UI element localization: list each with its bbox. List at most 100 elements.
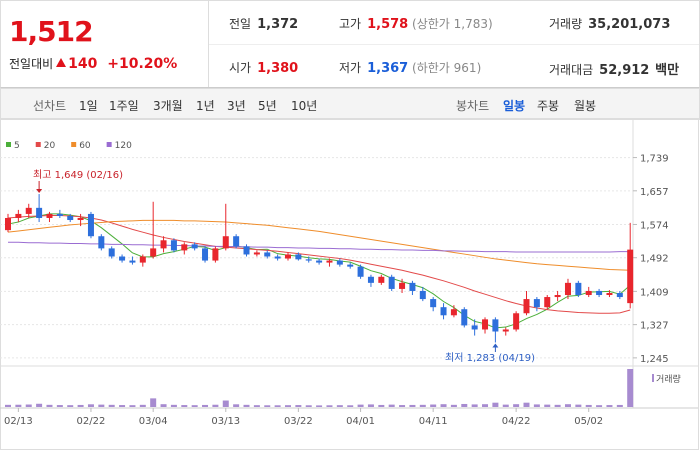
candle-body — [430, 299, 437, 308]
volume-bar — [119, 405, 126, 407]
summary-panel: 1,512 전일대비 140 +10.20% 전일 1,372 고가 1,578 (상… — [0, 0, 700, 88]
volume-bar — [336, 405, 343, 407]
candle-body — [108, 248, 115, 257]
volume-bar — [274, 405, 281, 407]
candle-body — [575, 282, 582, 296]
y-tick-label: 1,245 — [640, 354, 669, 365]
label: 고가 — [339, 17, 362, 31]
candle-body — [544, 297, 551, 308]
legend-swatch — [106, 142, 112, 147]
change-pct: +10.20% — [107, 56, 178, 72]
candle-body — [502, 329, 509, 332]
volume-bar — [108, 404, 115, 407]
tab[interactable]: 월봉 — [574, 99, 597, 113]
y-tick-label: 1,327 — [640, 321, 669, 332]
tab[interactable]: 3개월 — [153, 99, 183, 113]
y-tick-label: 1,574 — [640, 220, 669, 231]
volume-bar — [378, 404, 385, 407]
tab[interactable]: 10년 — [291, 99, 318, 113]
volume-label: 거래량 — [656, 373, 681, 385]
volume-bar — [409, 404, 416, 407]
tab[interactable]: 3년 — [227, 99, 246, 113]
volume-bar — [160, 404, 167, 407]
volume-bar — [222, 400, 229, 407]
candle-body — [461, 309, 468, 326]
candle-body — [67, 215, 74, 221]
volume-bar — [46, 404, 53, 407]
candle-body — [409, 282, 416, 291]
tab[interactable]: 5년 — [258, 99, 277, 113]
value: 1,372 — [257, 17, 299, 32]
volume-bar — [523, 402, 530, 407]
volume-bar — [471, 404, 478, 407]
volume-bar — [482, 404, 489, 407]
candle-body — [191, 244, 198, 249]
annotation: 최고 1,649 (02/16) — [33, 169, 123, 181]
arrow-head — [36, 189, 43, 194]
volume-bar — [554, 404, 561, 407]
limit: (상한가 1,783) — [412, 17, 493, 31]
chart: 1,245 1,327 1,409 1,492 1,574 1,657 1,739 5 20 60… — [0, 118, 699, 450]
y-tick-label: 1,739 — [640, 154, 669, 165]
volume-bar — [502, 404, 509, 407]
volume-bar — [575, 404, 582, 407]
current-price: 1,512 — [9, 15, 94, 48]
candle-body — [202, 248, 209, 261]
tab[interactable]: 1일 — [79, 99, 98, 113]
candle-body — [5, 217, 11, 231]
moving-average — [8, 241, 631, 253]
y-tick-label: 1,492 — [640, 254, 669, 265]
candle-body — [523, 299, 530, 314]
x-tick-label: 02/13 — [4, 416, 33, 427]
volume-bar — [98, 404, 105, 407]
candle-body — [98, 236, 105, 249]
candle-body — [170, 240, 177, 251]
candle-body — [471, 325, 478, 330]
x-tick-label: 03/04 — [139, 416, 168, 427]
y-tick-label: 1,409 — [640, 287, 669, 298]
volume-bar — [533, 404, 540, 407]
candle-body — [388, 276, 395, 289]
x-tick-label: 03/22 — [284, 416, 313, 427]
candle-body — [305, 259, 312, 261]
candle-body — [160, 240, 167, 249]
volume-bar — [606, 405, 613, 407]
low: 저가 1,367 (하한가 961) — [339, 59, 481, 76]
volume-bar — [440, 404, 447, 407]
moving-average — [7, 219, 631, 271]
volume-bar — [357, 404, 364, 407]
volume-bar — [243, 404, 250, 407]
candle-body — [46, 213, 53, 218]
volume: 거래량 35,201,073 — [549, 15, 670, 32]
candle-body — [212, 248, 219, 261]
volume-bar — [399, 405, 406, 407]
open: 시가 1,380 — [229, 59, 298, 76]
value: 35,201,073 — [588, 17, 671, 32]
tab[interactable]: 1주일 — [109, 99, 139, 113]
volume-bar — [212, 404, 219, 407]
candle-body — [119, 256, 126, 261]
volume-bar — [67, 405, 74, 407]
candle-body — [316, 260, 323, 263]
candle-body — [419, 290, 426, 300]
candle-body — [56, 213, 63, 216]
candle-body — [264, 252, 271, 257]
tab[interactable]: 1년 — [196, 99, 215, 113]
label: 거래대금 — [549, 63, 594, 77]
tab[interactable]: 주봉 — [537, 99, 560, 113]
volume-bar — [326, 405, 333, 407]
candle-body — [36, 207, 43, 218]
limit: (하한가 961) — [412, 61, 482, 75]
candle-body — [25, 207, 32, 214]
candle-body — [482, 319, 489, 330]
candle-body — [87, 213, 94, 237]
arrow-head — [492, 343, 499, 348]
volume-bar — [513, 404, 520, 407]
volume-bar — [316, 405, 323, 407]
tab[interactable]: 일봉 — [503, 99, 526, 113]
x-tick-label: 05/02 — [574, 416, 603, 427]
volume-bar — [150, 398, 157, 407]
candle-body — [181, 244, 188, 251]
volume-bar — [253, 405, 260, 407]
x-tick-label: 04/11 — [419, 416, 448, 427]
